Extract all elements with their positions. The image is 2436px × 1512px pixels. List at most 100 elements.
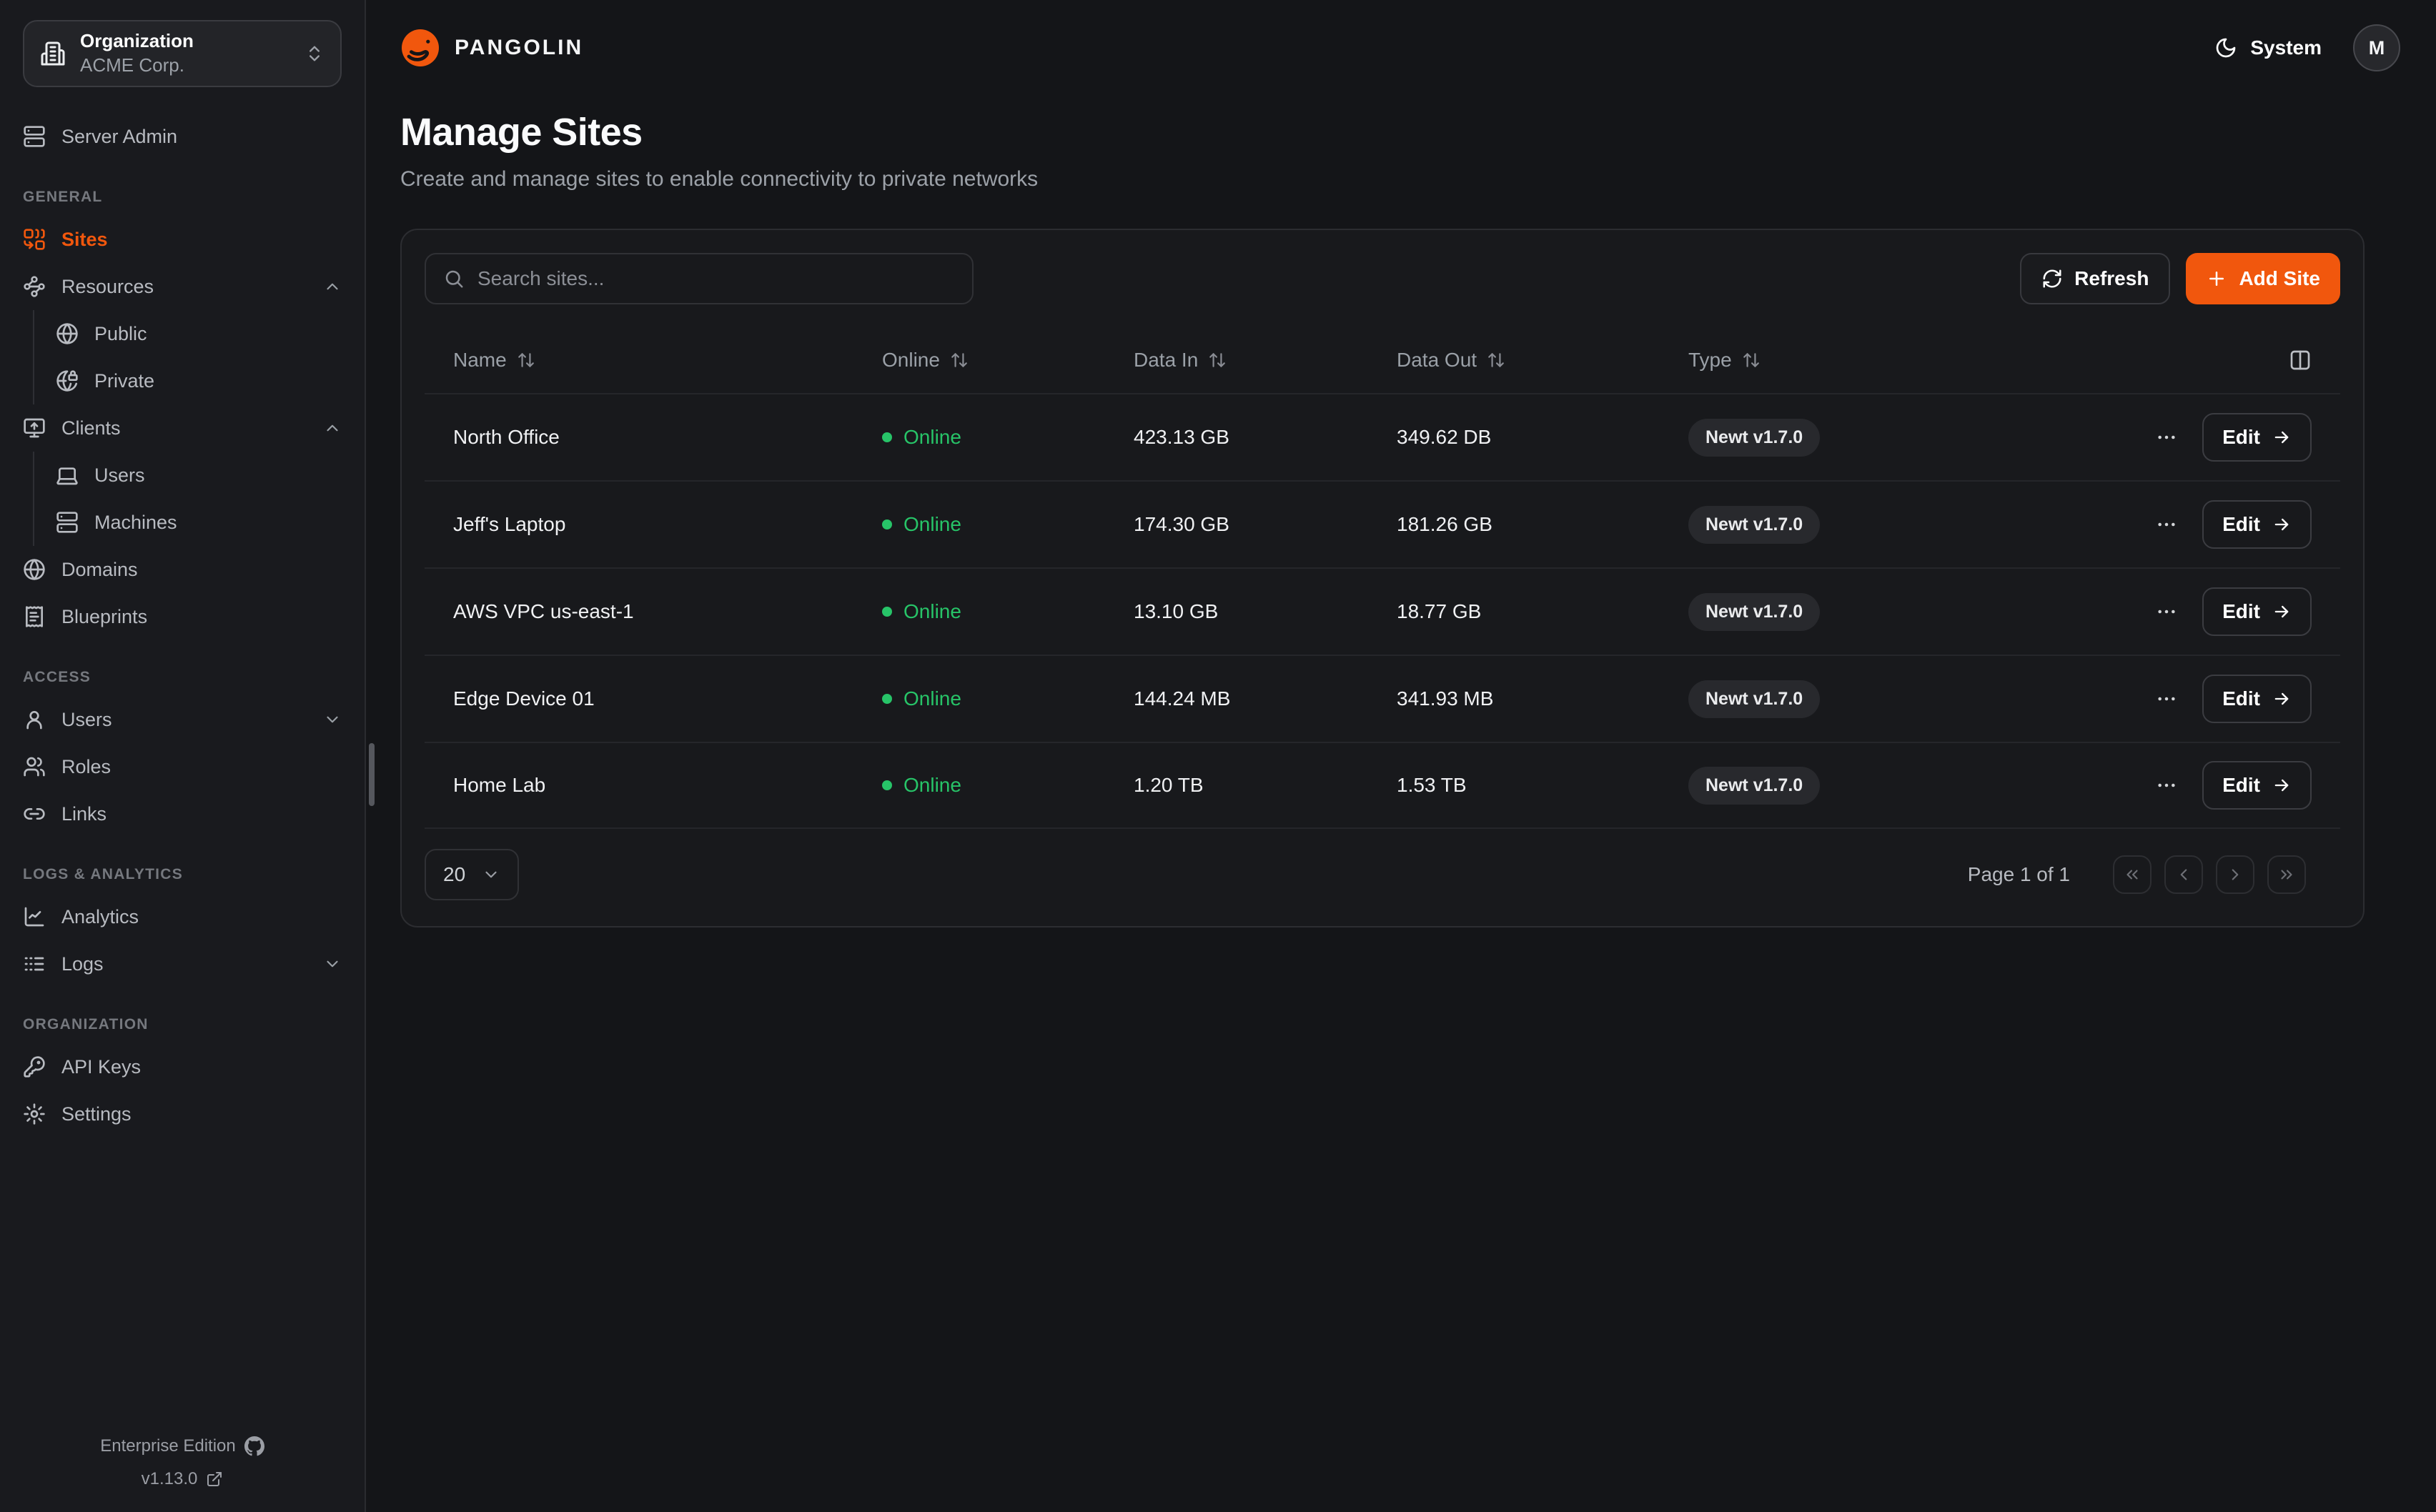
avatar[interactable]: M xyxy=(2353,24,2400,71)
last-page-button[interactable] xyxy=(2267,855,2306,894)
data-in-value: 144.24 MB xyxy=(1134,687,1231,710)
online-dot-icon xyxy=(882,519,892,529)
type-badge: Newt v1.7.0 xyxy=(1688,680,1821,718)
chevron-down-icon xyxy=(482,865,500,884)
first-page-button[interactable] xyxy=(2113,855,2152,894)
sidebar-item-analytics[interactable]: Analytics xyxy=(23,893,342,940)
row-menu-button[interactable] xyxy=(2152,423,2181,452)
sidebar-footer: Enterprise Edition v1.13.0 xyxy=(0,1436,365,1489)
user-icon xyxy=(23,708,46,731)
org-switcher[interactable]: Organization ACME Corp. xyxy=(23,20,342,87)
waypoints-icon xyxy=(23,275,46,298)
column-header-type[interactable]: Type xyxy=(1688,349,2097,372)
logs-icon xyxy=(23,953,46,975)
sidebar-item-blueprints[interactable]: Blueprints xyxy=(23,593,342,640)
moon-icon xyxy=(2214,36,2237,59)
search-input[interactable] xyxy=(477,267,955,290)
next-page-button[interactable] xyxy=(2216,855,2254,894)
sidebar-item-domains[interactable]: Domains xyxy=(23,546,342,593)
org-value: ACME Corp. xyxy=(80,54,184,76)
edit-button[interactable]: Edit xyxy=(2202,413,2312,462)
section-label-general: GENERAL xyxy=(23,189,103,205)
sort-icon xyxy=(1208,351,1227,369)
sidebar-item-label: Machines xyxy=(94,511,177,533)
theme-label: System xyxy=(2250,36,2322,59)
edit-button[interactable]: Edit xyxy=(2202,587,2312,636)
previous-page-button[interactable] xyxy=(2164,855,2203,894)
add-site-button[interactable]: Add Site xyxy=(2186,253,2340,304)
sidebar-item-users-access[interactable]: Users xyxy=(23,696,342,743)
sidebar-item-machines[interactable]: Machines xyxy=(56,499,342,546)
pangolin-logo-icon xyxy=(400,28,440,68)
site-name: North Office xyxy=(453,426,560,448)
refresh-button[interactable]: Refresh xyxy=(2020,253,2171,304)
row-menu-button[interactable] xyxy=(2152,510,2181,539)
resources-subgroup: Public Private xyxy=(33,310,342,404)
chevron-up-icon xyxy=(323,419,342,437)
sidebar-item-links[interactable]: Links xyxy=(23,790,342,837)
column-visibility-button[interactable] xyxy=(2289,349,2312,372)
type-badge: Newt v1.7.0 xyxy=(1688,592,1821,631)
sidebar-item-clients[interactable]: Clients xyxy=(23,404,342,452)
sidebar-item-logs[interactable]: Logs xyxy=(23,940,342,988)
page-size-select[interactable]: 20 xyxy=(425,849,519,900)
clients-subgroup: Users Machines xyxy=(33,452,342,546)
sidebar-item-private[interactable]: Private xyxy=(56,357,342,404)
page-subtitle: Create and manage sites to enable connec… xyxy=(400,167,1039,191)
edit-label: Edit xyxy=(2222,774,2260,796)
online-dot-icon xyxy=(882,432,892,442)
sidebar-item-label: Domains xyxy=(61,558,138,580)
theme-toggle[interactable]: System xyxy=(2214,36,2322,59)
site-name: Home Lab xyxy=(453,774,546,796)
table-header-row: Name Online Data In xyxy=(425,327,2340,393)
sidebar-item-roles[interactable]: Roles xyxy=(23,743,342,790)
header-right: System M xyxy=(2214,24,2400,71)
columns-icon xyxy=(2289,349,2312,372)
page-title: Manage Sites xyxy=(400,111,643,154)
type-badge: Newt v1.7.0 xyxy=(1688,418,1821,457)
search-box xyxy=(425,253,974,304)
toolbar-actions: Refresh Add Site xyxy=(2020,253,2340,304)
sidebar-scrollbar-thumb[interactable] xyxy=(369,743,375,806)
edit-button[interactable]: Edit xyxy=(2202,761,2312,810)
external-link-icon[interactable] xyxy=(206,1471,223,1488)
sidebar-item-public[interactable]: Public xyxy=(56,310,342,357)
sidebar-item-settings[interactable]: Settings xyxy=(23,1090,342,1138)
sidebar-item-resources[interactable]: Resources xyxy=(23,263,342,310)
sidebar-item-label: Logs xyxy=(61,953,104,975)
sidebar-item-users-clients[interactable]: Users xyxy=(56,452,342,499)
data-out-value: 1.53 TB xyxy=(1397,774,1467,796)
sidebar-item-label: Users xyxy=(94,464,145,486)
sidebar-item-label: Sites xyxy=(61,228,108,250)
sidebar-item-api-keys[interactable]: API Keys xyxy=(23,1043,342,1090)
monitor-up-icon xyxy=(23,417,46,439)
status-label: Online xyxy=(903,774,961,796)
table-row: AWS VPC us-east-1 Online 13.10 GB 18.77 … xyxy=(425,567,2340,655)
github-icon[interactable] xyxy=(244,1436,264,1456)
row-menu-button[interactable] xyxy=(2152,685,2181,713)
add-site-label: Add Site xyxy=(2239,267,2320,289)
page-size-value: 20 xyxy=(443,863,466,885)
row-menu-button[interactable] xyxy=(2152,771,2181,800)
globe-icon xyxy=(56,322,79,345)
column-header-data-out[interactable]: Data Out xyxy=(1397,349,1688,372)
sidebar-item-server-admin[interactable]: Server Admin xyxy=(23,113,342,160)
row-menu-button[interactable] xyxy=(2152,597,2181,626)
column-header-online[interactable]: Online xyxy=(882,349,1134,372)
brand[interactable]: PANGOLIN xyxy=(400,28,583,68)
main-content: PANGOLIN System M Manage Sites Create an… xyxy=(366,0,2436,1512)
arrow-right-icon xyxy=(2272,775,2292,795)
sidebar-item-sites[interactable]: Sites xyxy=(23,216,342,263)
status-badge: Online xyxy=(882,687,1134,710)
chevron-up-icon xyxy=(323,277,342,296)
sidebar-item-label: Private xyxy=(94,369,155,392)
edit-button[interactable]: Edit xyxy=(2202,675,2312,723)
globe-icon xyxy=(23,558,46,581)
column-header-name[interactable]: Name xyxy=(453,349,882,372)
row-actions: Edit xyxy=(2152,413,2312,462)
column-header-data-in[interactable]: Data In xyxy=(1134,349,1397,372)
org-label: Organization xyxy=(80,30,194,52)
edition-label: Enterprise Edition xyxy=(100,1436,236,1456)
plus-icon xyxy=(2206,268,2227,289)
edit-button[interactable]: Edit xyxy=(2202,500,2312,549)
